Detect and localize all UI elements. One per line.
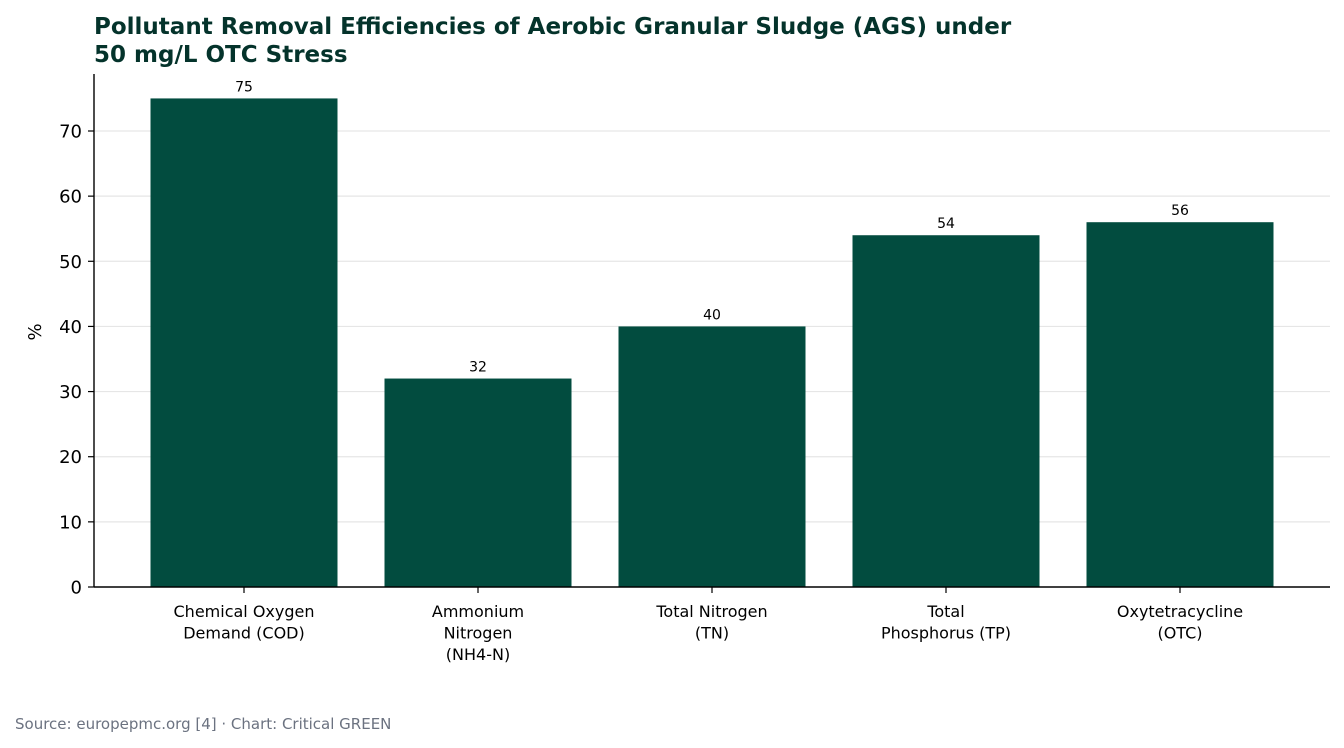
chart-title: Pollutant Removal Efficiencies of Aerobi… <box>94 14 1012 68</box>
x-tick-label: (NH4-N) <box>446 645 510 664</box>
y-tick-label: 20 <box>59 447 82 468</box>
x-tick-label: (OTC) <box>1157 624 1202 643</box>
data-label: 75 <box>235 79 253 95</box>
y-tick-label: 10 <box>59 512 82 533</box>
y-tick-label: 50 <box>59 252 82 273</box>
bar <box>1086 222 1274 587</box>
source-note: Source: europepmc.org [4] · Chart: Criti… <box>15 715 391 733</box>
x-tick-label: Ammonium <box>432 602 524 621</box>
data-label: 40 <box>703 307 721 323</box>
y-axis-ticks: 0 10 20 30 40 50 60 70 <box>59 122 94 599</box>
bar <box>150 98 338 587</box>
x-tick-label: Total <box>926 602 964 621</box>
x-tick-label: Chemical Oxygen <box>174 602 315 621</box>
y-tick-label: 30 <box>59 382 82 403</box>
chart-title-line-1: Pollutant Removal Efficiencies of Aerobi… <box>94 14 1012 40</box>
x-tick-label: Nitrogen <box>444 624 513 643</box>
data-label: 54 <box>937 216 955 232</box>
bar <box>384 378 572 587</box>
data-label: 56 <box>1171 203 1189 219</box>
y-axis-label: % <box>25 323 46 340</box>
x-tick-label: Total Nitrogen <box>655 602 767 621</box>
x-tick-label: (TN) <box>695 624 729 643</box>
data-label: 32 <box>469 360 487 376</box>
data-labels: 75 32 40 54 56 <box>235 79 1189 375</box>
x-tick-label: Demand (COD) <box>183 624 305 643</box>
bars <box>150 98 1274 587</box>
y-tick-label: 70 <box>59 122 82 143</box>
bar <box>852 235 1040 587</box>
chart-title-line-2: 50 mg/L OTC Stress <box>94 42 348 68</box>
x-tick-label: Oxytetracycline <box>1117 602 1243 621</box>
y-tick-label: 60 <box>59 187 82 208</box>
bar <box>618 326 806 587</box>
y-tick-label: 40 <box>59 317 82 338</box>
y-tick-label: 0 <box>71 578 82 599</box>
x-axis-ticks: Chemical Oxygen Demand (COD) Ammonium Nitro… <box>174 587 1243 664</box>
x-tick-label: Phosphorus (TP) <box>881 624 1011 643</box>
